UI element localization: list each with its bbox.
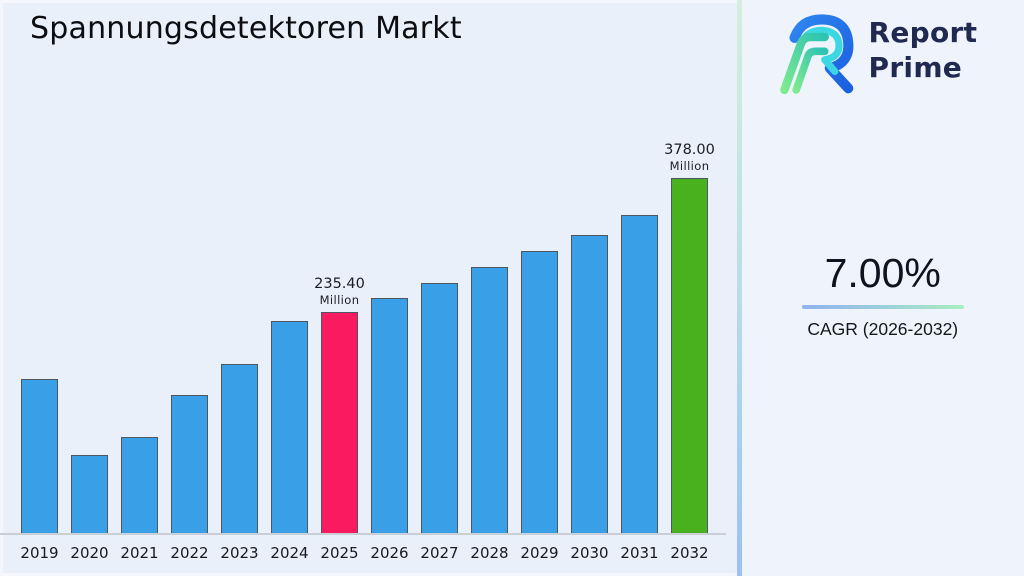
bar-2022 xyxy=(171,395,208,534)
bar-column-2025: 235.40 Million 2025 xyxy=(314,275,365,563)
logo-text-prime: Prime xyxy=(868,51,963,84)
bar-2024 xyxy=(271,321,308,534)
x-tick-2022: 2022 xyxy=(170,544,209,562)
x-tick-2029: 2029 xyxy=(520,544,559,562)
bar-2023 xyxy=(221,364,258,534)
x-tick-2027: 2027 xyxy=(420,544,459,562)
bar-column-2023: 2023 xyxy=(220,364,259,562)
bar-column-2019: 2019 xyxy=(20,379,59,562)
x-tick-2030: 2030 xyxy=(570,544,609,562)
logo-wordmark: Report Prime xyxy=(869,15,978,85)
x-tick-2025: 2025 xyxy=(320,544,359,562)
bar-column-2020: 2020 xyxy=(70,455,109,562)
cagr-underline-decoration xyxy=(801,305,964,309)
bar-2030 xyxy=(571,235,608,534)
bar-column-2032: 378.00 Million 2032 xyxy=(664,141,715,563)
logo-text-report: Report xyxy=(868,16,978,49)
x-tick-2023: 2023 xyxy=(220,544,259,562)
bar-column-2026: 2026 xyxy=(370,298,409,562)
bar-2027 xyxy=(421,283,458,534)
x-tick-2031: 2031 xyxy=(620,544,659,562)
bar-value-label-2025: 235.40 Million xyxy=(292,275,388,308)
bar-column-2027: 2027 xyxy=(420,283,459,562)
x-tick-2019: 2019 xyxy=(20,544,59,562)
bar-column-2022: 2022 xyxy=(170,395,209,562)
panel-separator xyxy=(737,0,742,576)
x-axis-line xyxy=(0,533,726,535)
cagr-label: CAGR (2026-2032) xyxy=(807,318,959,339)
bar-2029 xyxy=(521,251,558,534)
page-title: Spannungsdetektoren Markt xyxy=(30,11,462,46)
x-tick-2021: 2021 xyxy=(120,544,159,562)
bar-2019 xyxy=(21,379,58,534)
x-tick-2032: 2032 xyxy=(670,544,709,562)
bar-2021 xyxy=(121,437,158,534)
cagr-block: 7.00% CAGR (2026-2032) xyxy=(742,250,1024,340)
bar-2020 xyxy=(71,455,108,534)
x-tick-2020: 2020 xyxy=(70,544,109,562)
x-tick-2026: 2026 xyxy=(370,544,409,562)
bar-chart: 2019 2020 2021 2022 2023 2024 235.40 Million 202… xyxy=(20,78,715,563)
bar-2028 xyxy=(471,267,508,534)
bar-value-unit-2032: Million xyxy=(669,158,710,173)
x-tick-2028: 2028 xyxy=(470,544,509,562)
cagr-value: 7.00% xyxy=(824,250,941,296)
bar-value-number-2032: 378.00 xyxy=(664,141,715,158)
x-tick-2024: 2024 xyxy=(270,544,309,562)
bar-column-2029: 2029 xyxy=(520,251,559,562)
report-prime-monogram-icon xyxy=(779,14,853,95)
bar-column-2030: 2030 xyxy=(570,235,609,562)
right-panel: Report Prime 7.00% CAGR (2026-2032) xyxy=(741,0,1024,576)
bar-value-unit-2025: Million xyxy=(319,292,360,307)
bar-value-label-2032: 378.00 Million xyxy=(642,141,738,174)
bar-column-2024: 2024 xyxy=(270,321,309,562)
report-prime-logo: Report Prime xyxy=(776,8,978,98)
bar-2032 xyxy=(671,178,708,534)
bar-column-2028: 2028 xyxy=(470,267,509,562)
bar-column-2021: 2021 xyxy=(120,437,159,562)
bar-2031 xyxy=(621,215,658,534)
bar-column-2031: 2031 xyxy=(620,215,659,562)
bar-value-number-2025: 235.40 xyxy=(314,275,365,292)
bar-series: 2019 2020 2021 2022 2023 2024 235.40 Million 202… xyxy=(20,78,715,563)
bar-2025 xyxy=(321,312,358,534)
bar-2026 xyxy=(371,298,408,534)
